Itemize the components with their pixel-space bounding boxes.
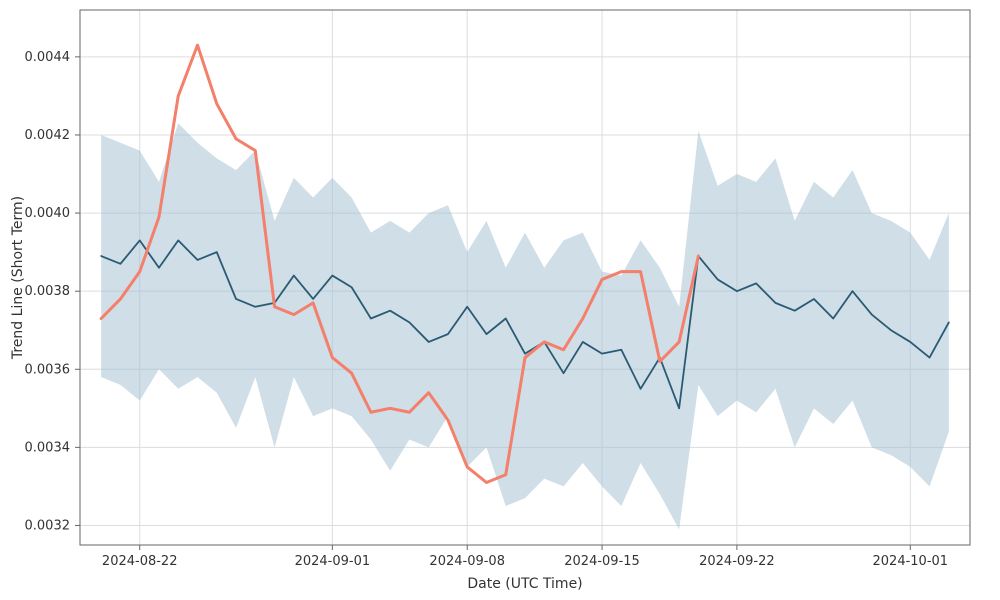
trend-chart: 2024-08-22 2024-09-01 2024-09-08 2024-09-15… xyxy=(0,0,1000,600)
y-tick-label: 0.0042 xyxy=(25,128,71,143)
y-tick-label: 0.0038 xyxy=(25,284,71,299)
chart-container: 2024-08-22 2024-09-01 2024-09-08 2024-09-15… xyxy=(0,0,1000,600)
x-tick-label: 2024-10-01 xyxy=(873,554,949,569)
y-tick-label: 0.0044 xyxy=(25,50,71,65)
y-tick-label: 0.0036 xyxy=(25,362,71,377)
x-tick-label: 2024-09-01 xyxy=(295,554,371,569)
x-axis-label: Date (UTC Time) xyxy=(467,576,582,592)
x-tick-label: 2024-09-08 xyxy=(429,554,505,569)
y-tick-label: 0.0032 xyxy=(25,518,71,533)
y-axis: 0.0032 0.0034 0.0036 0.0038 0.0040 0.0042 0.00… xyxy=(25,50,81,534)
y-tick-label: 0.0040 xyxy=(25,206,71,221)
x-tick-label: 2024-08-22 xyxy=(102,554,178,569)
confidence-band xyxy=(101,123,949,529)
x-tick-label: 2024-09-22 xyxy=(699,554,775,569)
y-tick-label: 0.0034 xyxy=(25,440,71,455)
x-axis: 2024-08-22 2024-09-01 2024-09-08 2024-09-15… xyxy=(102,545,948,569)
x-tick-label: 2024-09-15 xyxy=(564,554,640,569)
y-axis-label: Trend Line (Short Term) xyxy=(10,196,26,360)
